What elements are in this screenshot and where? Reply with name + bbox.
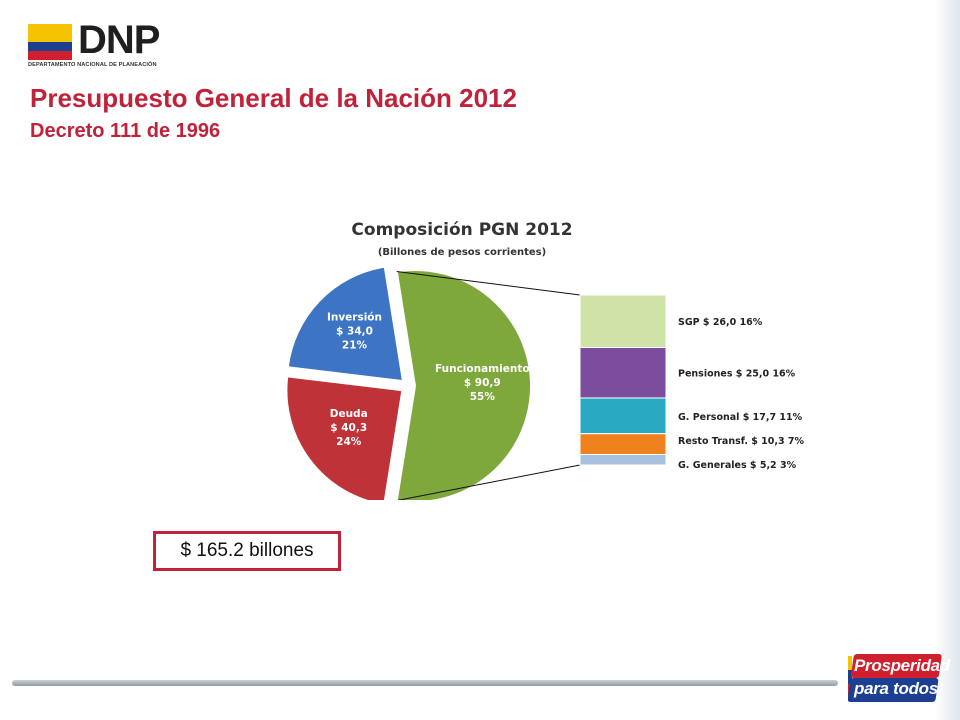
pie-label-inversion-pct: 21% [342, 339, 368, 351]
page-title: Presupuesto General de la Nación 2012 [30, 83, 517, 113]
stack-label-g-generales: G. Generales $ 5,2 3% [678, 460, 797, 471]
pie-slice-deuda [285, 375, 404, 500]
stack-segment-sgp [579, 294, 667, 348]
stack-label-resto-transf: Resto Transf. $ 10,3 7% [678, 436, 805, 447]
brand-line-2: para todos [854, 679, 938, 698]
pie-label-inversion-value: $ 34,0 [336, 325, 373, 337]
pie-label-funcionamiento-name: Funcionamiento [435, 363, 530, 375]
pie-slice-funcionamiento [395, 269, 532, 500]
stack-segment-pensiones [579, 346, 667, 399]
slide-edge-shade [934, 0, 960, 720]
pie-label-deuda-value: $ 40,3 [330, 422, 367, 434]
pie-label-deuda-name: Deuda [330, 408, 368, 420]
stack-label-g-personal: G. Personal $ 17,7 11% [678, 412, 803, 423]
colombia-flag-icon [28, 24, 72, 60]
page-subtitle: Decreto 111 de 1996 [30, 120, 221, 142]
chart-subtitle: (Billones de pesos corrientes) [378, 247, 546, 258]
brand-line-1: Prosperidad [854, 656, 950, 675]
footer-divider [12, 680, 838, 686]
prosperidad-logo: Prosperidad para todos [847, 654, 950, 710]
prosperidad-badge-icon [847, 654, 942, 702]
pie-label-funcionamiento-value: $ 90,9 [464, 377, 501, 389]
pie-label-funcionamiento-pct: 55% [470, 391, 496, 403]
chart-title: Composición PGN 2012 [351, 220, 572, 240]
stack-segment-g-generales [579, 454, 667, 466]
logo-subtext: DEPARTAMENTO NACIONAL DE PLANEACIÓN [28, 62, 157, 68]
connector-line-bottom [397, 464, 581, 500]
logo-text: DNP [78, 18, 160, 62]
stack-label-sgp: SGP $ 26,0 16% [678, 317, 763, 328]
stack-label-pensiones: Pensiones $ 25,0 16% [678, 369, 796, 380]
dnp-logo: DNP DEPARTAMENTO NACIONAL DE PLANEACIÓN [28, 18, 188, 72]
stack-segment-resto-transf [579, 433, 667, 456]
total-box: $ 165.2 billones [153, 531, 341, 571]
connector-group [396, 270, 581, 500]
connector-line-top [396, 270, 581, 296]
pie-slice-inversion [286, 265, 405, 383]
pie-label-deuda-pct: 24% [336, 436, 362, 448]
breakdown-stack: SGP $ 26,0 16% Pensiones $ 25,0 16% G. Per… [579, 294, 805, 471]
pgn-composition-chart: Composición PGN 2012 (Billones de pesos … [285, 220, 805, 500]
pie-label-inversion-name: Inversión [327, 311, 382, 323]
stack-segment-g-personal [579, 397, 667, 435]
pie-group: Funcionamiento $ 90,9 55% Deuda $ 40,3 24% Inv… [285, 265, 532, 500]
